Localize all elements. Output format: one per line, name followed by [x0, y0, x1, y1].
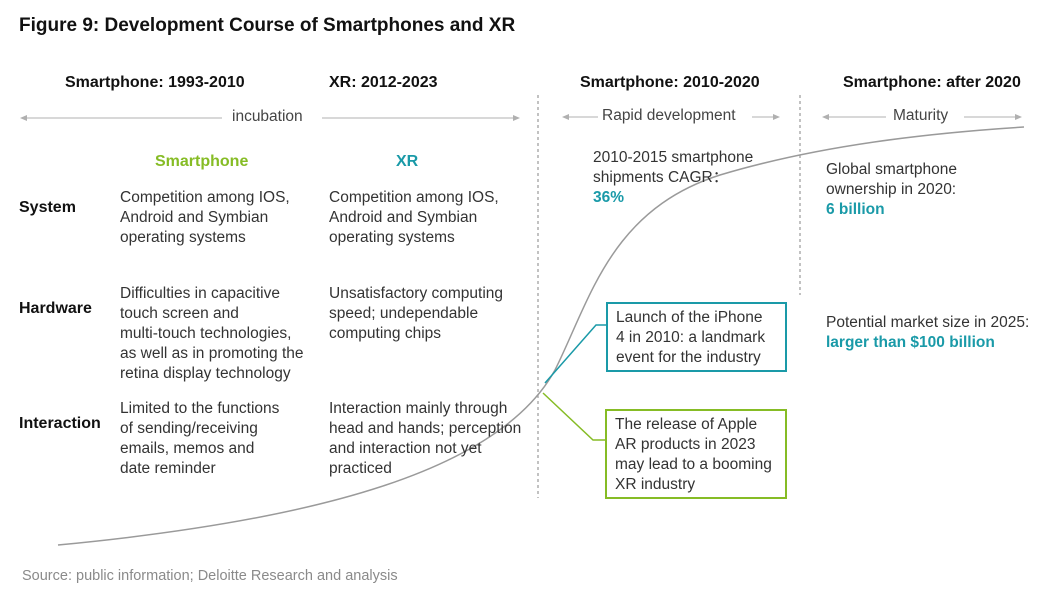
cell-line: Global smartphone	[826, 161, 957, 178]
cell-line: Difficulties in capacitive	[120, 285, 280, 302]
rapid-arrowhead-right	[773, 114, 780, 120]
cell-line: Android and Symbian	[120, 209, 269, 226]
cell-line: speed; undependable	[329, 305, 479, 322]
rapid-arrowhead-left	[562, 114, 569, 120]
cell-hardware-after-2020: Potential market size in 2025: larger th…	[826, 313, 1029, 353]
market-size-value: larger than $100 billion	[826, 334, 995, 351]
row-header-interaction: Interaction	[19, 415, 101, 432]
cell-line: Interaction mainly through	[329, 400, 508, 417]
growth-s-curve	[57, 126, 1025, 546]
cell-line: emails, memos and	[120, 440, 255, 457]
cell-line: touch screen and	[120, 305, 239, 322]
maturity-arrowhead-right	[1015, 114, 1022, 120]
cell-interaction-smartphone: Limited to the functions of sending/rece…	[120, 399, 279, 479]
cell-line: retina display technology	[120, 365, 291, 382]
cell-line: computing chips	[329, 325, 442, 342]
cell-line: ownership in 2020:	[826, 181, 957, 198]
phase-label-rapid-development: Rapid development	[598, 107, 740, 125]
iphone-connector	[544, 324, 606, 384]
cell-line: Android and Symbian	[329, 209, 478, 226]
callout-apple-ar-release: The release of Apple AR products in 2023…	[605, 409, 787, 499]
maturity-arrowhead-left	[822, 114, 829, 120]
callout-line: event for the industry	[616, 349, 761, 366]
cell-line: Unsatisfactory computing	[329, 285, 504, 302]
callout-line: Launch of the iPhone	[616, 309, 763, 326]
callout-line: XR industry	[615, 476, 696, 493]
cell-line: shipments CAGR：	[593, 169, 729, 186]
column-header-smartphone-1993-2010: Smartphone: 1993-2010	[65, 74, 245, 91]
row-header-system: System	[19, 199, 76, 216]
cell-line: Competition among IOS,	[329, 189, 499, 206]
cell-line: Potential market size in 2025:	[826, 314, 1030, 331]
cell-line: multi-touch technologies,	[120, 325, 292, 342]
cell-line: operating systems	[120, 229, 246, 246]
cell-line: operating systems	[329, 229, 455, 246]
cell-hardware-smartphone: Difficulties in capacitive touch screen …	[120, 284, 304, 384]
cell-interaction-xr: Interaction mainly through head and hand…	[329, 399, 521, 479]
row-header-hardware: Hardware	[19, 300, 92, 317]
subheader-smartphone: Smartphone	[155, 153, 249, 170]
incubation-arrowhead-left	[20, 115, 27, 121]
figure-title: Figure 9: Development Course of Smartpho…	[19, 15, 516, 36]
phase-label-maturity: Maturity	[889, 107, 953, 125]
cell-line: date reminder	[120, 460, 216, 477]
cell-line: 2010-2015 smartphone	[593, 149, 754, 166]
callout-line: The release of Apple	[615, 416, 758, 433]
cell-line: of sending/receiving	[120, 420, 258, 437]
cell-line: head and hands; perception	[329, 420, 522, 437]
cell-hardware-xr: Unsatisfactory computing speed; undepend…	[329, 284, 503, 344]
cell-line: practiced	[329, 460, 392, 477]
cell-line: as well as in promoting the	[120, 345, 304, 362]
cell-line: Limited to the functions	[120, 400, 280, 417]
callout-line: may lead to a booming	[615, 456, 772, 473]
cell-system-after-2020: Global smartphone ownership in 2020: 6 b…	[826, 160, 957, 220]
column-header-smartphone-after-2020: Smartphone: after 2020	[843, 74, 1021, 91]
smartphone-ownership-value: 6 billion	[826, 201, 885, 218]
cell-system-smartphone: Competition among IOS, Android and Symbi…	[120, 188, 290, 248]
shipments-cagr-value: 36%	[593, 189, 625, 206]
incubation-arrowhead-right	[513, 115, 520, 121]
cell-line: Competition among IOS,	[120, 189, 290, 206]
subheader-xr: XR	[396, 153, 419, 170]
column-header-xr-2012-2023: XR: 2012-2023	[329, 74, 438, 91]
cell-system-2010-2020: 2010-2015 smartphone shipments CAGR： 36%	[593, 148, 753, 208]
apple-ar-connector	[542, 392, 605, 441]
cell-line: and interaction not yet	[329, 440, 482, 457]
phase-label-incubation: incubation	[228, 108, 307, 126]
source-note: Source: public information; Deloitte Res…	[22, 568, 398, 584]
column-header-smartphone-2010-2020: Smartphone: 2010-2020	[580, 74, 760, 91]
cell-system-xr: Competition among IOS, Android and Symbi…	[329, 188, 499, 248]
callout-line: 4 in 2010: a landmark	[616, 329, 766, 346]
callout-line: AR products in 2023	[615, 436, 756, 453]
callout-iphone-launch: Launch of the iPhone 4 in 2010: a landma…	[606, 302, 787, 372]
